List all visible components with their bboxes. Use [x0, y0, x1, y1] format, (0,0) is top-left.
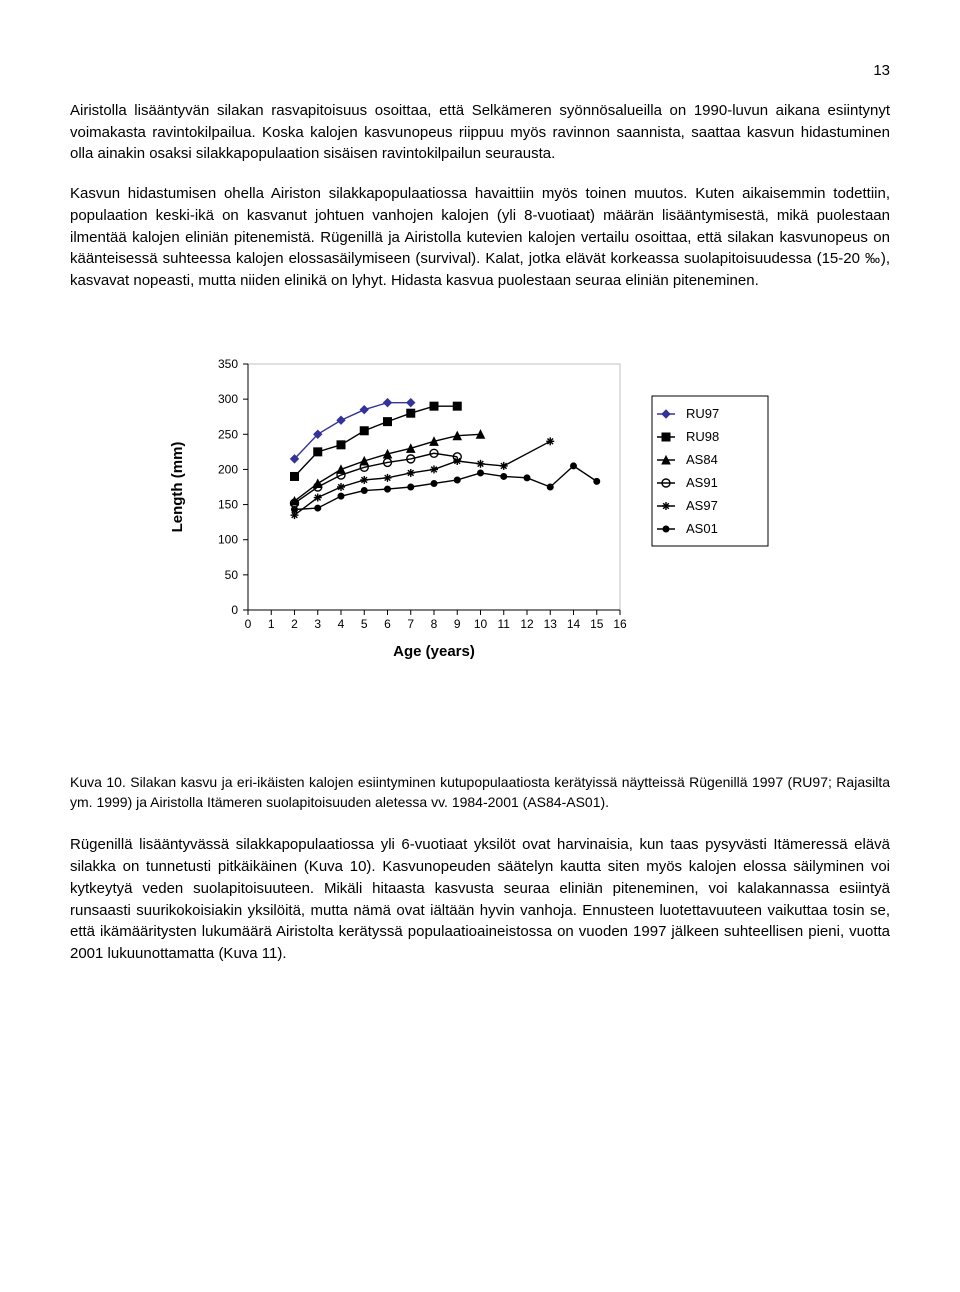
- svg-text:RU98: RU98: [686, 429, 719, 444]
- page-number: 13: [70, 60, 890, 82]
- svg-text:50: 50: [225, 568, 239, 582]
- svg-text:RU97: RU97: [686, 406, 719, 421]
- svg-text:AS97: AS97: [686, 498, 718, 513]
- svg-text:3: 3: [314, 617, 321, 631]
- svg-text:Length (mm): Length (mm): [169, 441, 186, 532]
- paragraph-2: Kasvun hidastumisen ohella Airiston sila…: [70, 183, 890, 292]
- svg-text:8: 8: [431, 617, 438, 631]
- svg-text:250: 250: [218, 427, 238, 441]
- svg-text:12: 12: [520, 617, 534, 631]
- svg-text:13: 13: [544, 617, 558, 631]
- svg-text:4: 4: [338, 617, 345, 631]
- svg-text:0: 0: [231, 603, 238, 617]
- svg-text:5: 5: [361, 617, 368, 631]
- svg-text:9: 9: [454, 617, 461, 631]
- svg-text:AS91: AS91: [686, 475, 718, 490]
- figure-caption: Kuva 10. Silakan kasvu ja eri-ikäisten k…: [70, 772, 890, 813]
- svg-text:100: 100: [218, 532, 238, 546]
- svg-text:0: 0: [245, 617, 252, 631]
- paragraph-1: Airistolla lisääntyvän silakan rasvapito…: [70, 100, 890, 165]
- svg-text:10: 10: [474, 617, 488, 631]
- svg-text:1: 1: [268, 617, 275, 631]
- svg-text:Age (years): Age (years): [393, 643, 475, 660]
- paragraph-3: Rügenillä lisääntyvässä silakkapopulaati…: [70, 834, 890, 965]
- svg-text:7: 7: [407, 617, 414, 631]
- svg-text:11: 11: [498, 617, 511, 631]
- svg-text:AS01: AS01: [686, 521, 718, 536]
- svg-text:14: 14: [567, 617, 581, 631]
- svg-text:2: 2: [291, 617, 298, 631]
- svg-text:200: 200: [218, 462, 238, 476]
- svg-text:AS84: AS84: [686, 452, 718, 467]
- svg-text:350: 350: [218, 357, 238, 371]
- svg-text:300: 300: [218, 392, 238, 406]
- svg-text:15: 15: [590, 617, 604, 631]
- svg-text:150: 150: [218, 497, 238, 511]
- svg-text:16: 16: [613, 617, 627, 631]
- svg-text:6: 6: [384, 617, 391, 631]
- growth-chart: 0501001502002503003500123456789101112131…: [160, 352, 800, 692]
